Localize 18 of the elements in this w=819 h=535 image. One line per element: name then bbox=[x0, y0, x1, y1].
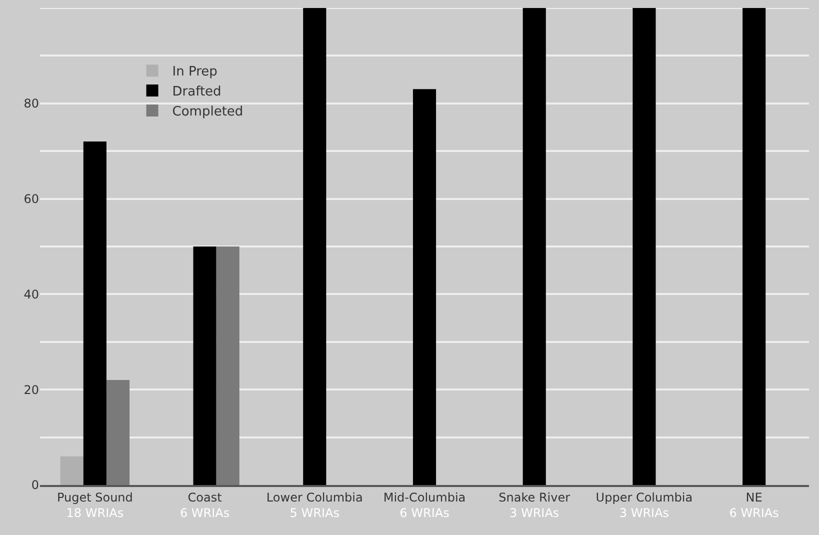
bar bbox=[216, 246, 240, 485]
legend-label: Drafted bbox=[172, 84, 222, 100]
legend-label: In Prep bbox=[172, 64, 218, 80]
bar bbox=[632, 8, 656, 485]
bar bbox=[303, 8, 326, 485]
y-tick-label: 80 bbox=[24, 96, 39, 111]
bar bbox=[412, 89, 436, 485]
bar bbox=[83, 142, 106, 485]
bar bbox=[60, 456, 84, 485]
y-tick-label: 40 bbox=[24, 287, 39, 302]
y-tick-label: 0 bbox=[31, 478, 39, 492]
bar bbox=[193, 246, 216, 485]
bar bbox=[106, 380, 130, 485]
bar bbox=[742, 8, 766, 485]
bar bbox=[522, 8, 546, 485]
legend-label: Completed bbox=[172, 104, 244, 120]
y-tick-label: 60 bbox=[24, 192, 39, 206]
y-tick-label: 20 bbox=[24, 382, 39, 397]
